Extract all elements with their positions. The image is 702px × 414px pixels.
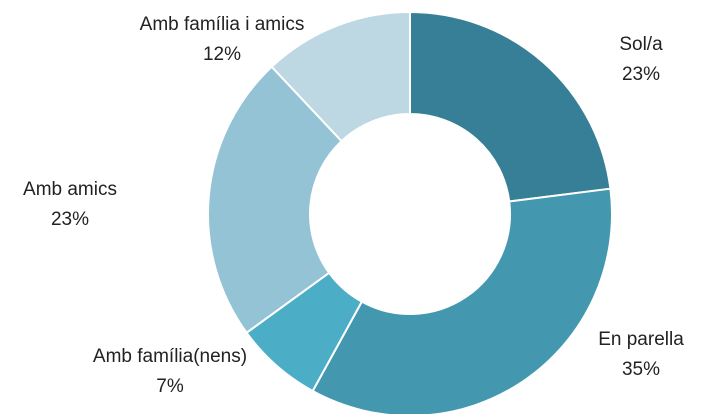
slice-value-label: 23% <box>622 64 660 85</box>
slice-value-label: 12% <box>203 44 241 65</box>
slice <box>270 10 411 143</box>
slice-value-label: 35% <box>622 359 660 380</box>
slice-label: Amb família i amics <box>140 14 305 35</box>
slice-label: Amb amics <box>23 179 117 200</box>
slice-label: Sol/a <box>619 34 663 55</box>
slice-label: En parella <box>598 329 684 350</box>
slice-value-label: 7% <box>156 376 184 397</box>
slice <box>311 187 613 414</box>
slice <box>207 65 343 335</box>
slice-label: Amb família(nens) <box>93 346 247 367</box>
slice-value-label: 23% <box>51 209 89 230</box>
slice <box>409 10 612 203</box>
